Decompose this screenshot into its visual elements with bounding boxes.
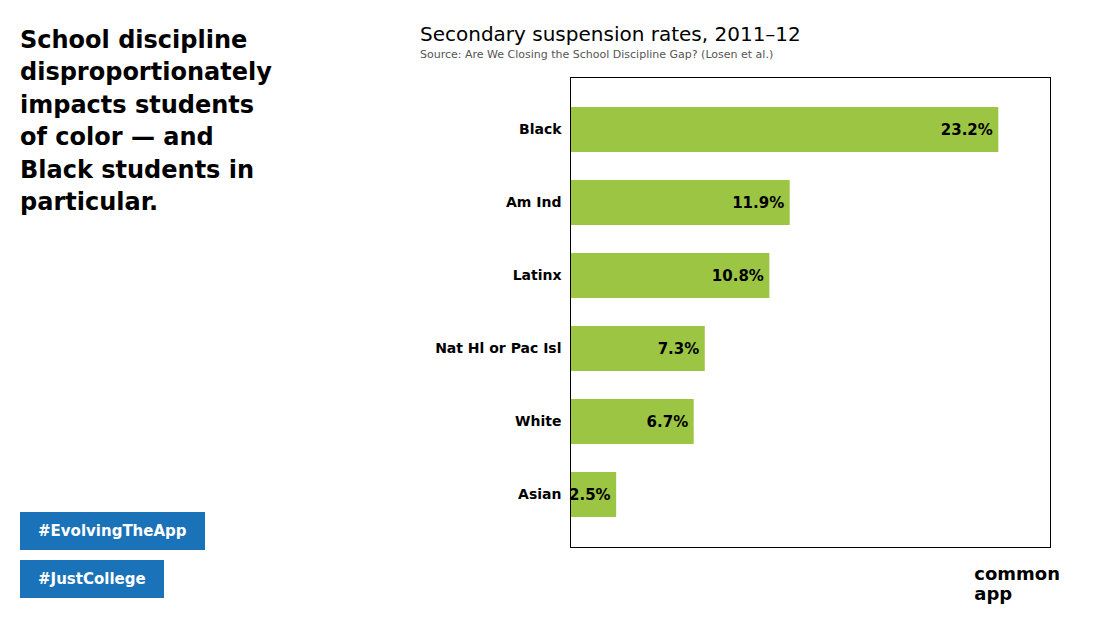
svg-text:6.7%: 6.7% xyxy=(647,413,689,431)
html-text:Secondary suspension rates, 20: Secondary suspension rates, 2011–12 xyxy=(420,22,801,46)
html-text:School discipline disproportio: School discipline disproportionately imp… xyxy=(20,26,272,216)
svg-text:Black: Black xyxy=(519,121,562,137)
svg-text:7.3%: 7.3% xyxy=(658,340,700,358)
svg-text:Asian: Asian xyxy=(518,486,561,502)
svg-text:Nat Hl or Pac Isl: Nat Hl or Pac Isl xyxy=(435,340,561,356)
html-text:common app: common app xyxy=(974,563,1060,605)
html-text:#EvolvingTheApp: #EvolvingTheApp xyxy=(38,522,187,540)
svg-text:Latinx: Latinx xyxy=(513,267,562,283)
html-text:Source: Are We Closing the Sch: Source: Are We Closing the School Discip… xyxy=(420,48,774,61)
svg-text:10.8%: 10.8% xyxy=(712,267,764,285)
svg-text:23.2%: 23.2% xyxy=(941,121,993,139)
svg-text:2.5%: 2.5% xyxy=(569,486,611,504)
svg-text:White: White xyxy=(515,413,561,429)
svg-text:11.9%: 11.9% xyxy=(732,194,784,212)
html-text:#JustCollege: #JustCollege xyxy=(38,570,146,588)
svg-text:Am Ind: Am Ind xyxy=(506,194,562,210)
